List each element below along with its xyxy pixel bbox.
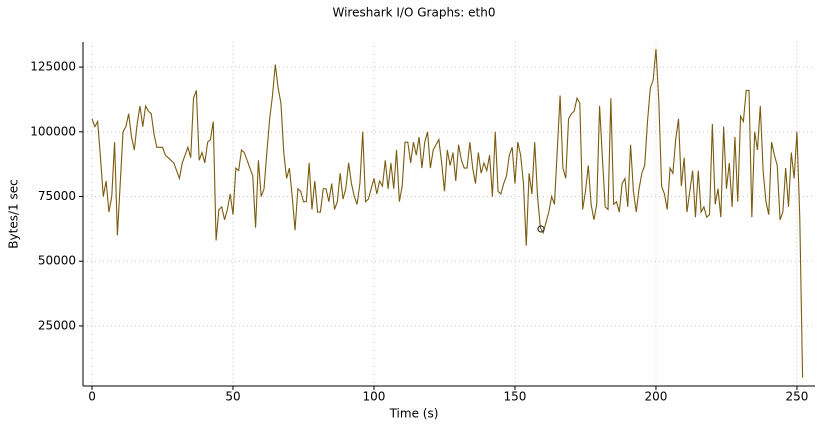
chart-title: Wireshark I/O Graphs: eth0 — [333, 6, 496, 20]
y-tick-label: 100000 — [30, 124, 76, 138]
axes: 25000 50000 75000 100000 125000 0 50 100 150 200 2… — [30, 42, 815, 404]
plot-area — [91, 48, 804, 378]
x-tick-label: 50 — [225, 390, 240, 404]
y-tick-label: 75000 — [38, 189, 76, 203]
data-line — [91, 48, 804, 378]
x-tick-label: 250 — [786, 390, 809, 404]
y-tick-label: 25000 — [38, 318, 76, 332]
x-tick-label: 100 — [363, 390, 386, 404]
x-tick-label: 0 — [88, 390, 96, 404]
y-axis-label: Bytes/1 sec — [7, 179, 21, 248]
point-marker — [537, 225, 545, 233]
y-tick-label: 125000 — [30, 60, 76, 74]
x-tick-label: 150 — [504, 390, 527, 404]
y-tick-label: 50000 — [38, 254, 76, 268]
x-tick-label: 200 — [645, 390, 668, 404]
x-axis-label: Time (s) — [389, 407, 439, 421]
